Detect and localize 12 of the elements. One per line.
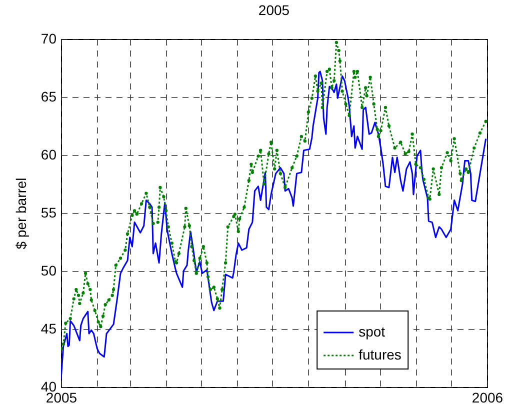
y-tick-label: 45 bbox=[40, 320, 57, 336]
chart-title: 2005 bbox=[258, 2, 290, 18]
y-tick-label: 55 bbox=[40, 204, 57, 220]
y-tick-label: 65 bbox=[40, 88, 57, 104]
y-tick-label: 50 bbox=[40, 262, 57, 278]
x-tick-label: 2006 bbox=[472, 390, 504, 406]
line-series bbox=[61, 70, 487, 380]
legend-label: futures bbox=[358, 346, 402, 362]
y-axis-title: $ per barrel bbox=[12, 178, 29, 250]
legend-label: spot bbox=[358, 323, 386, 340]
y-tick-label: 60 bbox=[40, 146, 57, 162]
y-tick-label: 70 bbox=[40, 30, 57, 46]
